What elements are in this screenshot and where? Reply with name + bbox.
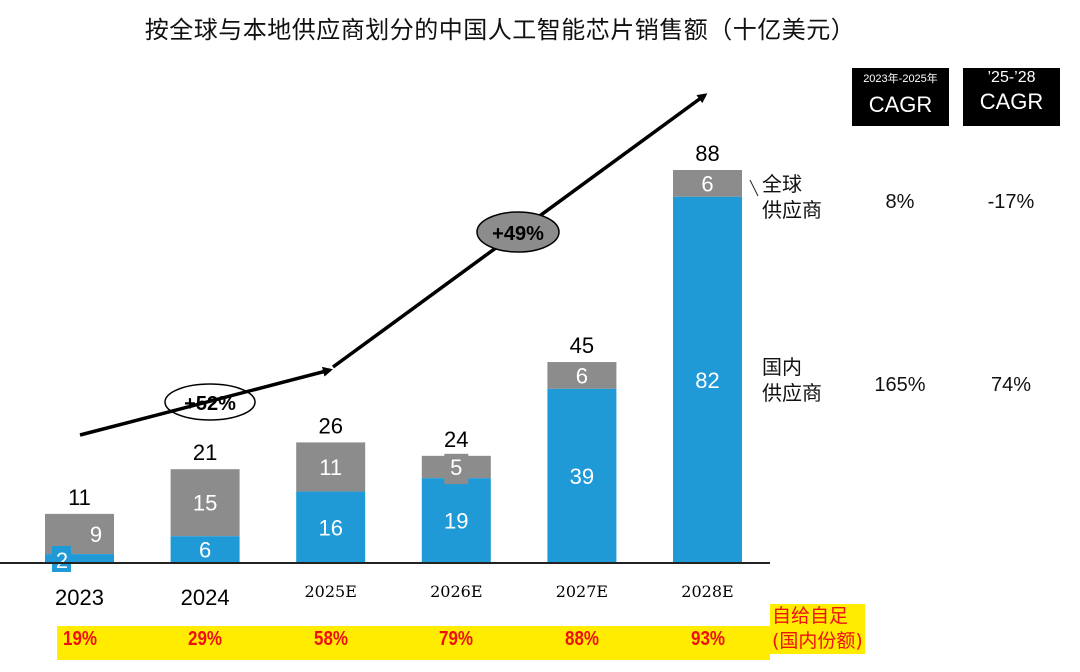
cagr-header-period: 2023年-2025年 bbox=[863, 73, 938, 85]
bars-group: 29 11 6 15 21 16 11 26 19 5 24 39 6 45 82 6 88 bbox=[45, 141, 742, 573]
bar-total-2023: 11 bbox=[68, 485, 91, 510]
legend-domestic-suppliers: 国内 供应商 bbox=[762, 354, 822, 406]
growth-label-1: +52% bbox=[184, 393, 236, 415]
bar-total-2024: 21 bbox=[193, 440, 217, 465]
bar-value-domestic-2027E: 39 bbox=[570, 464, 594, 489]
bar-value-global-2024: 15 bbox=[193, 491, 217, 516]
self-sufficiency-band bbox=[57, 626, 770, 660]
self-sufficiency-value-2028E: 93% bbox=[690, 628, 725, 650]
legend-domestic-line1: 国内 bbox=[762, 355, 802, 379]
cagr-header-2023-2025: 2023年-2025年 CAGR bbox=[852, 68, 949, 126]
cagr-header-period: ’25-’28 bbox=[987, 69, 1036, 86]
bar-value-global-2023: 9 bbox=[90, 522, 102, 547]
bar-global-2028E bbox=[673, 170, 742, 197]
legend-leader-line bbox=[749, 179, 759, 197]
bar-value-domestic-2025E: 16 bbox=[318, 515, 342, 540]
x-tick-label-2028E: 2028E bbox=[681, 582, 733, 601]
legend-domestic-line2: 供应商 bbox=[762, 381, 822, 405]
x-tick-label-2027E: 2027E bbox=[556, 582, 608, 601]
cagr-header-label: CAGR bbox=[868, 92, 933, 117]
x-tick-label-2023: 2023 bbox=[55, 585, 104, 610]
bar-label-box bbox=[444, 453, 469, 485]
self-sufficiency-label-line1: 自给自足 bbox=[772, 605, 849, 627]
cagr-header-2025-2028: ’25-’28 CAGR bbox=[963, 68, 1060, 126]
bar-value-domestic-2026E: 19 bbox=[444, 509, 468, 534]
growth-label-2: +49% bbox=[492, 223, 544, 245]
x-tick-label-2024: 2024 bbox=[181, 585, 230, 610]
x-tick-label-2025E: 2025E bbox=[304, 582, 356, 601]
bar-value-global-2025E: 11 bbox=[319, 455, 342, 480]
cagr-global-2023-2025: 8% bbox=[885, 191, 915, 213]
x-tick-label-2026E: 2026E bbox=[430, 582, 482, 601]
bar-total-2028E: 88 bbox=[695, 141, 719, 166]
cagr-domestic-2023-2025: 165% bbox=[874, 374, 926, 396]
bar-domestic-2025E bbox=[296, 491, 366, 563]
bar-value-global-2028E: 6 bbox=[701, 171, 713, 196]
cagr-domestic-2025-2028: 74% bbox=[990, 374, 1032, 396]
self-sufficiency-label-line2: (国内份额) bbox=[772, 630, 863, 652]
self-sufficiency-value-2024: 29% bbox=[188, 628, 223, 650]
bar-global-2024 bbox=[170, 469, 240, 537]
bar-label-box bbox=[52, 546, 71, 572]
cagr-header-label: CAGR bbox=[979, 89, 1044, 114]
growth-bubble-2 bbox=[476, 211, 560, 253]
x-tick-labels: 2023 2024 2025E 2026E 2027E 2028E bbox=[55, 582, 734, 610]
self-sufficiency-value-2023: 19% bbox=[62, 628, 97, 650]
self-sufficiency-value-2026E: 79% bbox=[439, 628, 474, 650]
cagr-global-2025-2028: -17% bbox=[987, 191, 1035, 213]
self-sufficiency-value-2027E: 88% bbox=[564, 628, 599, 650]
growth-bubble-1 bbox=[164, 383, 256, 421]
bar-domestic-2028E bbox=[673, 196, 742, 563]
bar-value-domestic-2028E: 82 bbox=[695, 368, 719, 393]
bar-domestic-2026E bbox=[421, 478, 491, 563]
bar-global-2027E bbox=[547, 362, 617, 389]
bar-total-2026E: 24 bbox=[444, 427, 468, 452]
bar-domestic-2024 bbox=[170, 536, 240, 563]
bar-value-global-2027E: 6 bbox=[576, 363, 588, 388]
legend-global-line1: 全球 bbox=[762, 172, 802, 196]
bar-global-2025E bbox=[296, 442, 366, 492]
chart-title: 按全球与本地供应商划分的中国人工智能芯片销售额（十亿美元） bbox=[144, 16, 856, 44]
bar-value-global-2026E: 5 bbox=[450, 455, 462, 480]
legend-global-suppliers: 全球 供应商 bbox=[762, 171, 822, 223]
bar-value-domestic-2023: 2 bbox=[56, 548, 68, 573]
bar-total-2025E: 26 bbox=[318, 413, 342, 438]
legend-global-line2: 供应商 bbox=[762, 198, 822, 222]
self-sufficiency-label: 自给自足 (国内份额) bbox=[770, 604, 865, 654]
bar-domestic-2023 bbox=[45, 554, 114, 563]
bar-total-2027E: 45 bbox=[570, 333, 594, 358]
bar-domestic-2027E bbox=[547, 388, 617, 563]
growth-arrow-1 bbox=[79, 366, 333, 437]
self-sufficiency-value-2025E: 58% bbox=[313, 628, 348, 650]
bar-value-domestic-2024: 6 bbox=[199, 538, 211, 563]
